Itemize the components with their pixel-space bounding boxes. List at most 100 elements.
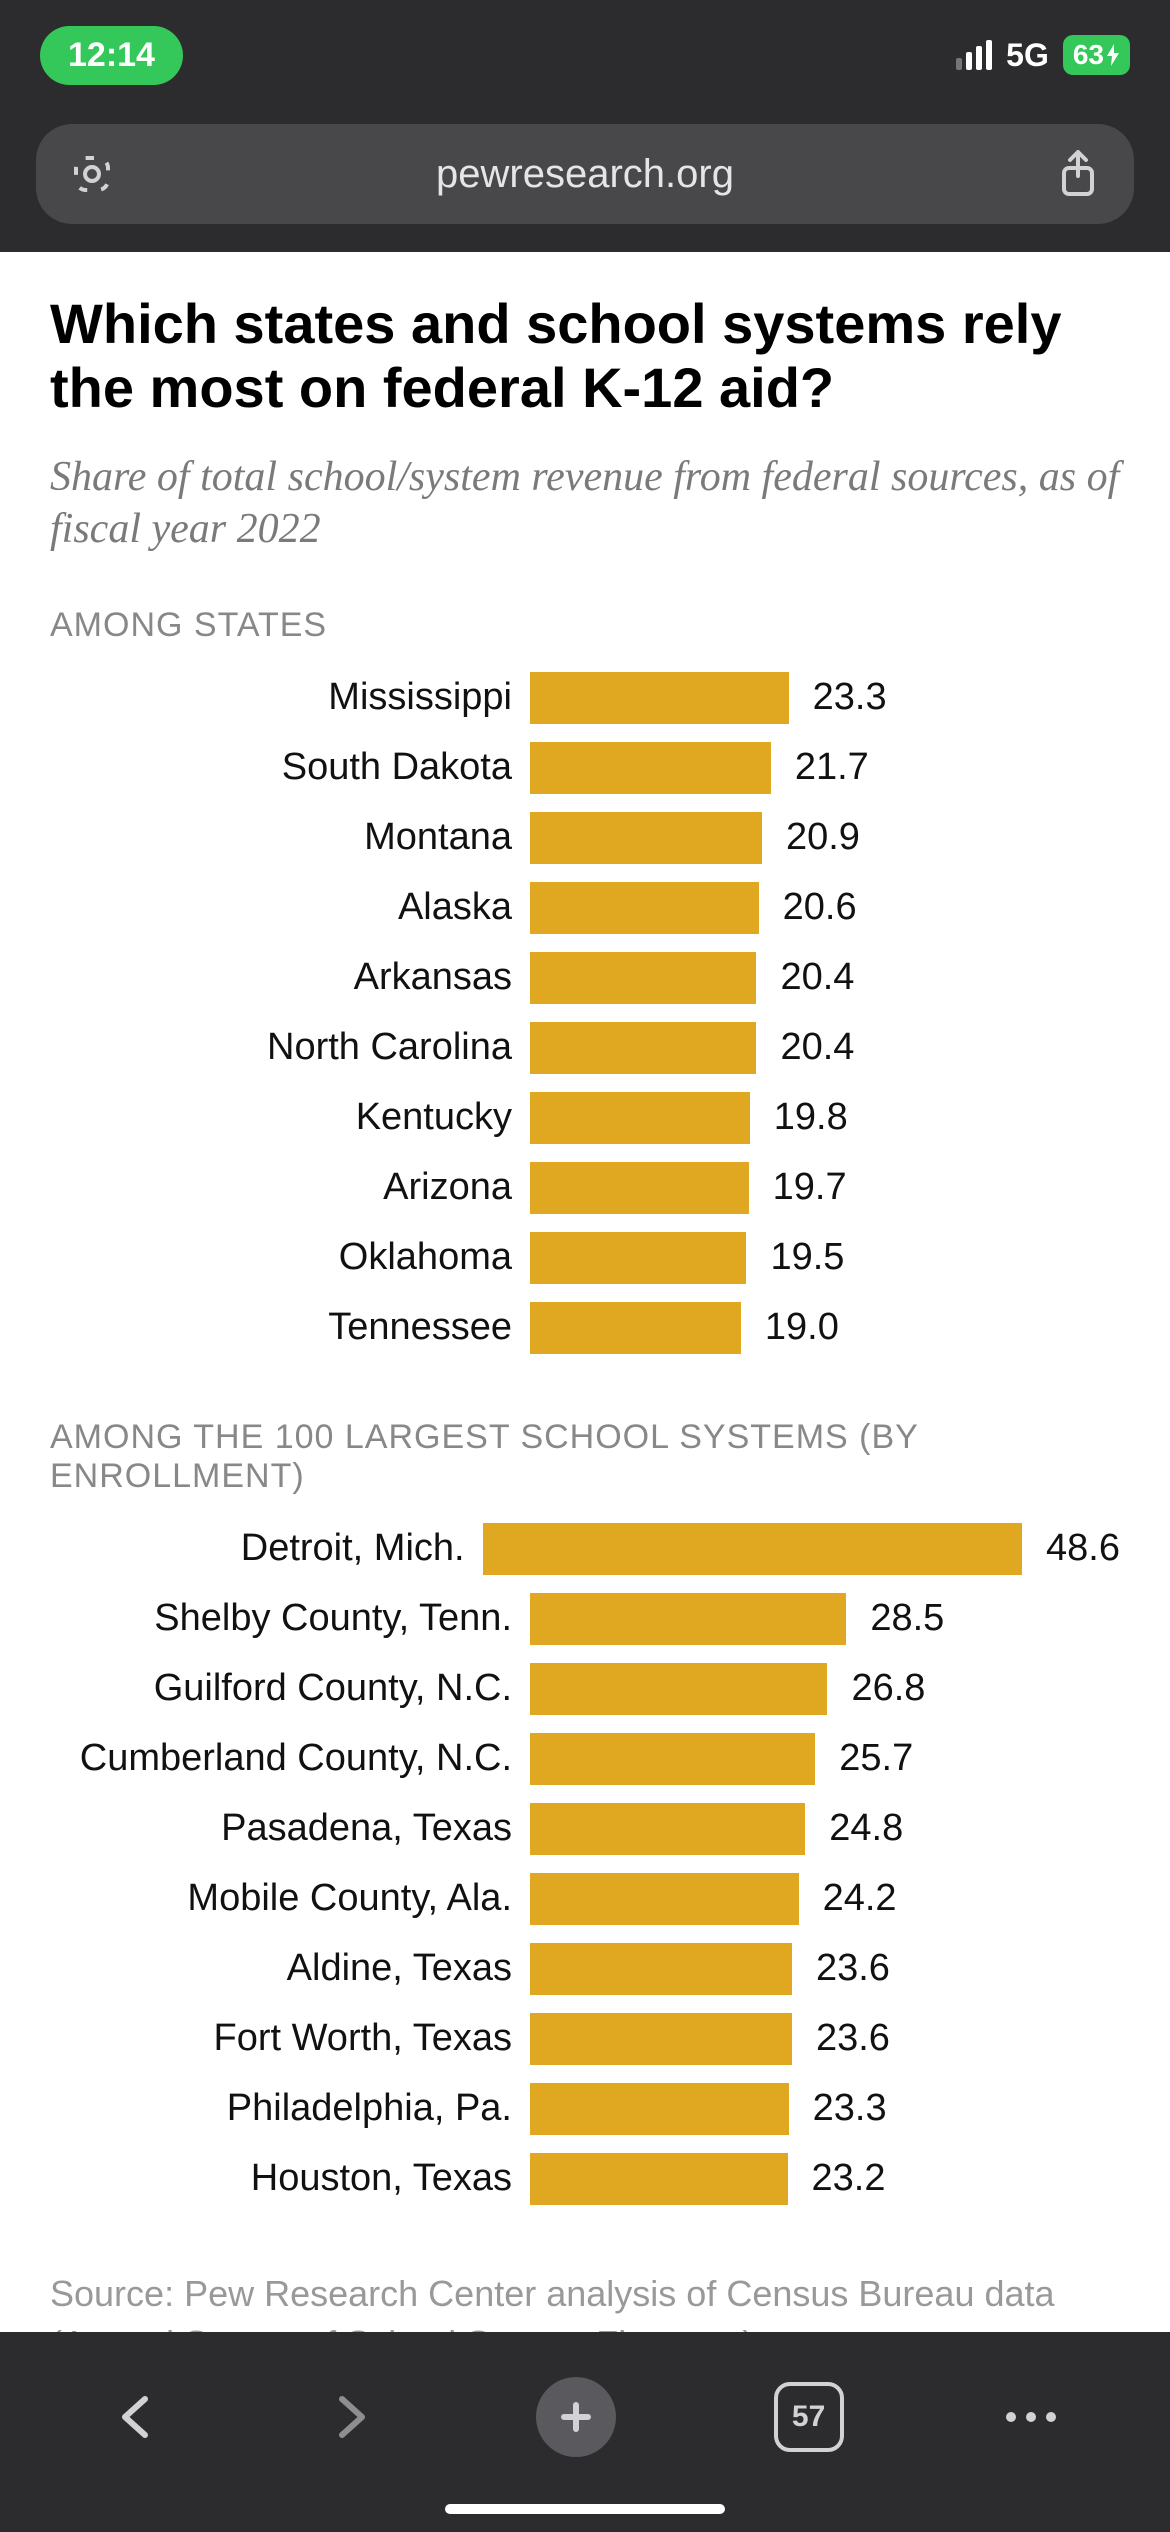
bar-wrap: 20.4 (530, 952, 1120, 1004)
bar-wrap: 28.5 (530, 1593, 1120, 1645)
bar-value: 20.9 (786, 816, 860, 859)
bar-wrap: 19.5 (530, 1232, 1120, 1284)
bar-wrap: 20.6 (530, 882, 1120, 934)
row-label: Kentucky (50, 1096, 530, 1139)
back-button[interactable] (109, 2389, 165, 2445)
reader-icon[interactable] (70, 152, 114, 196)
bar-wrap: 26.8 (530, 1663, 1120, 1715)
bar-value: 20.6 (783, 886, 857, 929)
article-subtitle: Share of total school/system revenue fro… (50, 451, 1120, 556)
chart-row: Mississippi 23.3 (50, 663, 1120, 733)
chart-row: Kentucky 19.8 (50, 1083, 1120, 1153)
row-label: Arkansas (50, 956, 530, 999)
row-label: Mobile County, Ala. (50, 1877, 530, 1920)
bar (530, 1232, 746, 1284)
bar (530, 2013, 792, 2065)
bar-wrap: 20.9 (530, 812, 1120, 864)
bar-value: 23.6 (816, 1947, 890, 1990)
chart-row: Fort Worth, Texas 23.6 (50, 2004, 1120, 2074)
status-bar: 12:14 5G 63 (0, 0, 1170, 110)
bar-wrap: 19.0 (530, 1302, 1120, 1354)
bar (530, 882, 759, 934)
row-label: Houston, Texas (50, 2157, 530, 2200)
chart-section: AMONG THE 100 LARGEST SCHOOL SYSTEMS (BY… (50, 1418, 1120, 2214)
row-label: Shelby County, Tenn. (50, 1597, 530, 1640)
url-bar[interactable]: pewresearch.org (36, 124, 1134, 224)
bar (530, 1873, 799, 1925)
bar (530, 1593, 846, 1645)
row-label: Arizona (50, 1166, 530, 1209)
bar-value: 23.2 (812, 2157, 886, 2200)
bar-value: 19.5 (770, 1236, 844, 1279)
chart-row: Montana 20.9 (50, 803, 1120, 873)
bar-wrap: 19.7 (530, 1162, 1120, 1214)
row-label: Cumberland County, N.C. (50, 1737, 530, 1780)
chart-row: Tennessee 19.0 (50, 1293, 1120, 1363)
section-label: AMONG STATES (50, 606, 1120, 645)
bar (530, 2153, 788, 2205)
bar (530, 742, 771, 794)
row-label: Guilford County, N.C. (50, 1667, 530, 1710)
chart-row: Oklahoma19.5 (50, 1223, 1120, 1293)
bar (530, 1162, 749, 1214)
row-label: Alaska (50, 886, 530, 929)
bar-wrap: 23.6 (530, 1943, 1120, 1995)
bar-wrap: 23.3 (530, 672, 1120, 724)
bar-wrap: 48.6 (483, 1523, 1120, 1575)
status-time: 12:14 (40, 26, 183, 85)
bar-value: 24.2 (823, 1877, 897, 1920)
bar-value: 19.0 (765, 1306, 839, 1349)
chart-row: North Carolina20.4 (50, 1013, 1120, 1083)
row-label: Montana (50, 816, 530, 859)
bar-value: 28.5 (870, 1597, 944, 1640)
row-label: Mississippi (50, 676, 530, 719)
new-tab-button[interactable] (536, 2377, 616, 2457)
bar (530, 1733, 815, 1785)
bar (530, 1302, 741, 1354)
bar-value: 21.7 (795, 746, 869, 789)
bar-wrap: 20.4 (530, 1022, 1120, 1074)
chart-row: Guilford County, N.C. 26.8 (50, 1654, 1120, 1724)
home-indicator[interactable] (445, 2504, 725, 2514)
row-label: South Dakota (50, 746, 530, 789)
url-text: pewresearch.org (114, 152, 1056, 197)
battery-indicator: 63 (1063, 35, 1130, 75)
bar-value: 48.6 (1046, 1527, 1120, 1570)
bar-value: 23.3 (813, 2087, 887, 2130)
bar-value: 23.3 (813, 676, 887, 719)
more-button[interactable] (1001, 2407, 1061, 2427)
forward-button[interactable] (322, 2389, 378, 2445)
bottom-toolbar: 57 (0, 2332, 1170, 2532)
bar-wrap: 21.7 (530, 742, 1120, 794)
row-label: North Carolina (50, 1026, 530, 1069)
tabs-button[interactable]: 57 (774, 2382, 844, 2452)
bar-wrap: 19.8 (530, 1092, 1120, 1144)
row-label: Fort Worth, Texas (50, 2017, 530, 2060)
bar (530, 812, 762, 864)
chart-row: Philadelphia, Pa. 23.3 (50, 2074, 1120, 2144)
bar-value: 23.6 (816, 2017, 890, 2060)
bar-wrap: 24.2 (530, 1873, 1120, 1925)
bar (530, 1803, 805, 1855)
signal-icon (956, 40, 992, 70)
bar (530, 1092, 750, 1144)
chart-row: Pasadena, Texas24.8 (50, 1794, 1120, 1864)
chart-row: Cumberland County, N.C.25.7 (50, 1724, 1120, 1794)
chart-row: Arkansas20.4 (50, 943, 1120, 1013)
row-label: Tennessee (50, 1306, 530, 1349)
row-label: Aldine, Texas (50, 1947, 530, 1990)
chart-row: Mobile County, Ala. 24.2 (50, 1864, 1120, 1934)
bar-value: 26.8 (851, 1667, 925, 1710)
network-label: 5G (1006, 37, 1049, 74)
chart-row: Shelby County, Tenn. 28.5 (50, 1584, 1120, 1654)
row-label: Philadelphia, Pa. (50, 2087, 530, 2130)
browser-chrome: pewresearch.org (0, 110, 1170, 252)
bar-value: 24.8 (829, 1807, 903, 1850)
share-icon[interactable] (1056, 150, 1100, 198)
bar-value: 19.8 (774, 1096, 848, 1139)
page-content: Which states and school systems rely the… (0, 252, 1170, 2469)
bar-value: 19.7 (773, 1166, 847, 1209)
status-right: 5G 63 (956, 35, 1130, 75)
tab-count: 57 (774, 2382, 844, 2452)
bar (530, 1022, 756, 1074)
